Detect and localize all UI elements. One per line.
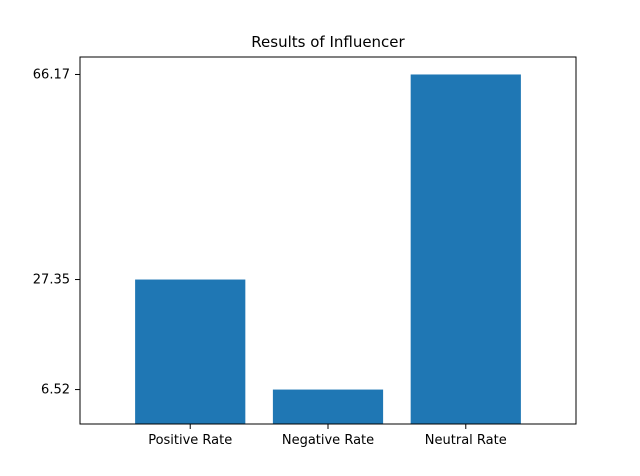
bar-negative-rate — [272, 389, 384, 424]
x-axis: Positive Rate Negative Rate Neutral Rate — [148, 424, 507, 448]
plot-frame — [79, 56, 577, 425]
y-tick-label: 6.52 — [41, 383, 70, 398]
bar-neutral-rate — [410, 74, 521, 424]
x-tick-label: Positive Rate — [148, 433, 232, 448]
x-tick-label: Neutral Rate — [425, 433, 507, 448]
y-tick-label: 27.35 — [33, 273, 70, 288]
y-tick-label: 66.17 — [33, 67, 70, 82]
bars-layer — [135, 74, 521, 424]
bar-positive-rate — [135, 279, 246, 424]
chart-title: Results of Influencer — [251, 33, 405, 51]
y-axis: 6.52 27.35 66.17 — [33, 67, 80, 398]
x-tick-label: Negative Rate — [282, 433, 374, 448]
